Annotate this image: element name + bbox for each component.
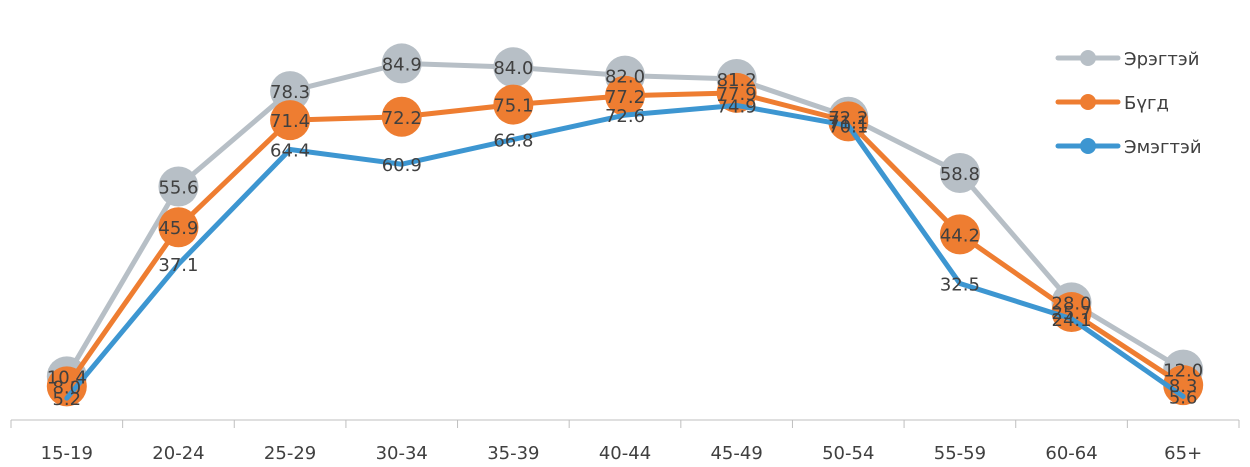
data-label: 10.4 bbox=[47, 367, 87, 388]
data-label: 45.9 bbox=[158, 218, 198, 239]
data-point bbox=[493, 84, 534, 125]
x-tick-label: 60-64 bbox=[1045, 443, 1097, 464]
data-label: 64.4 bbox=[270, 141, 310, 162]
x-tick-label: 65+ bbox=[1164, 443, 1202, 464]
legend-label: Бүгд bbox=[1124, 93, 1169, 114]
data-label: 72.2 bbox=[828, 108, 868, 129]
data-label: 37.1 bbox=[158, 255, 198, 276]
data-point bbox=[828, 101, 869, 142]
data-labels: 10.4 55.6 78.3 84.9 84.0 82.0 81.2 72.2 58.8 28.0… bbox=[47, 54, 1203, 410]
data-label: 28.0 bbox=[1052, 293, 1092, 314]
data-label: 71.4 bbox=[270, 111, 310, 132]
data-label: 84.9 bbox=[382, 54, 422, 75]
data-label: 66.8 bbox=[493, 130, 533, 151]
data-point bbox=[605, 75, 645, 116]
x-tick-label: 40-44 bbox=[599, 443, 651, 464]
data-point bbox=[939, 214, 980, 255]
x-tick-label: 20-24 bbox=[152, 443, 204, 464]
data-label: 32.5 bbox=[940, 275, 980, 296]
data-label: 55.6 bbox=[158, 177, 198, 198]
legend-swatch-marker bbox=[1080, 138, 1096, 154]
legend-label: Эрэгтэй bbox=[1124, 49, 1199, 70]
x-tick-label: 45-49 bbox=[710, 443, 762, 464]
data-label: 44.2 bbox=[940, 225, 980, 246]
data-label: 60.9 bbox=[382, 155, 422, 176]
data-point bbox=[1051, 292, 1092, 333]
legend-swatch-marker bbox=[1080, 94, 1096, 110]
data-label: 81.2 bbox=[717, 70, 757, 91]
data-point bbox=[381, 96, 422, 137]
data-label: 25.7 bbox=[1052, 303, 1092, 324]
data-label: 24.1 bbox=[1052, 310, 1092, 331]
data-point bbox=[381, 43, 422, 84]
data-label: 84.0 bbox=[493, 58, 533, 79]
series-line-2 bbox=[64, 102, 1186, 401]
data-label: 70.1 bbox=[828, 117, 868, 138]
data-label: 5.6 bbox=[1169, 387, 1198, 408]
data-label: 75.1 bbox=[493, 96, 533, 117]
data-label: 72.2 bbox=[382, 108, 422, 129]
x-axis: 15-19 20-24 25-29 30-34 35-39 40-44 45-49 50-54… bbox=[10, 419, 1240, 464]
data-point bbox=[939, 153, 980, 194]
data-label: 58.8 bbox=[940, 164, 980, 185]
x-tick-label: 50-54 bbox=[822, 443, 874, 464]
legend: Эрэгтэй Бүгд Эмэгтэй bbox=[1055, 49, 1202, 158]
data-point bbox=[493, 47, 534, 88]
data-label: 8.0 bbox=[52, 377, 81, 398]
x-tick-label: 55-59 bbox=[934, 443, 986, 464]
legend-label: Эмэгтэй bbox=[1124, 137, 1202, 158]
data-point bbox=[270, 100, 311, 141]
data-label: 72.6 bbox=[605, 106, 645, 127]
data-point bbox=[1163, 365, 1204, 406]
data-label: 82.0 bbox=[605, 67, 645, 88]
data-point bbox=[46, 366, 87, 407]
x-tick-label: 35-39 bbox=[487, 443, 539, 464]
data-label: 77.9 bbox=[717, 84, 757, 105]
data-point bbox=[716, 72, 757, 113]
legend-swatch-marker bbox=[1080, 50, 1096, 66]
data-label: 5.2 bbox=[52, 389, 81, 410]
data-point bbox=[158, 166, 199, 207]
series-layer bbox=[46, 43, 1204, 407]
data-point bbox=[270, 71, 311, 112]
data-label: 71.1 bbox=[828, 112, 868, 133]
data-label: 78.3 bbox=[270, 82, 310, 103]
data-label: 74.9 bbox=[717, 96, 757, 117]
data-label: 12.0 bbox=[1163, 361, 1203, 382]
data-label: 8.3 bbox=[1169, 376, 1198, 397]
x-tick-label: 30-34 bbox=[376, 443, 428, 464]
data-label: 77.2 bbox=[605, 87, 645, 108]
x-tick-label: 15-19 bbox=[41, 443, 93, 464]
x-tick-label: 25-29 bbox=[264, 443, 316, 464]
data-point bbox=[158, 207, 199, 248]
